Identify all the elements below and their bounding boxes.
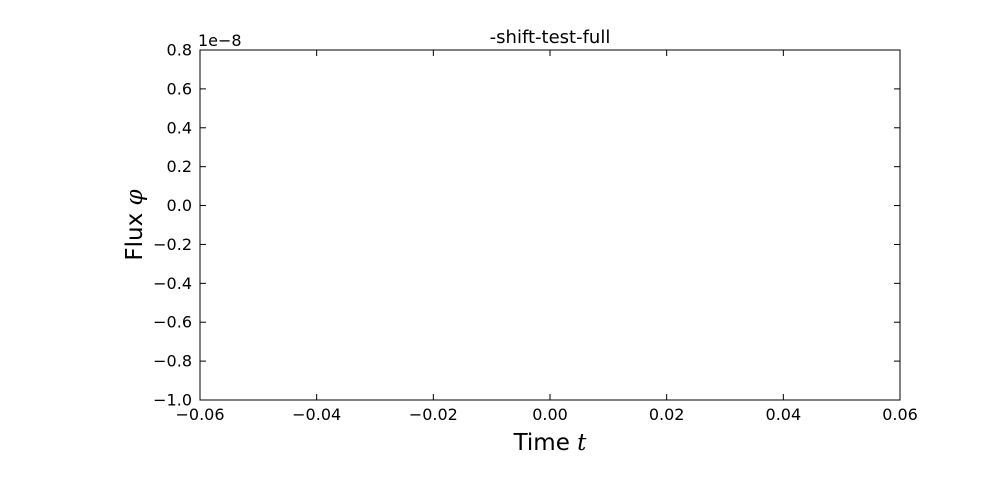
- x-axis-label: Time t: [513, 430, 588, 456]
- y-axis: −1.0 −0.8 −0.6 −0.4 −0.2 0.0 0.2 0.4 0.6 0.8: [153, 41, 900, 410]
- y-tick-label: −0.6: [153, 313, 192, 332]
- y-tick-label: −0.4: [153, 274, 192, 293]
- x-tick-label: −0.06: [175, 405, 224, 424]
- y-offset-label: 1e−8: [198, 31, 242, 50]
- x-axis-label-var: t: [577, 430, 587, 456]
- y-axis-label-text: Flux: [122, 213, 148, 261]
- y-tick-label: 0.8: [167, 41, 192, 60]
- y-axis-label: Flux φ: [122, 188, 148, 260]
- x-tick-label: −0.02: [409, 405, 458, 424]
- y-tick-label: 0.6: [167, 79, 192, 98]
- y-tick-label: −1.0: [153, 391, 192, 410]
- y-tick-label: −0.8: [153, 352, 192, 371]
- x-tick-label: 0.06: [882, 405, 918, 424]
- x-tick-label: 0.00: [532, 405, 568, 424]
- x-axis: −0.06 −0.04 −0.02 0.00 0.02 0.04 0.06: [175, 50, 918, 424]
- plot-area: [199, 49, 901, 401]
- y-axis-label-var: φ: [122, 188, 148, 205]
- chart-title: -shift-test-full: [490, 27, 611, 48]
- x-axis-label-text: Time: [513, 430, 570, 456]
- x-tick-label: −0.04: [292, 405, 341, 424]
- x-tick-label: 0.02: [649, 405, 685, 424]
- y-tick-label: 0.0: [167, 196, 192, 215]
- y-tick-label: 0.4: [167, 118, 192, 137]
- y-tick-label: 0.2: [167, 157, 192, 176]
- y-tick-label: −0.2: [153, 235, 192, 254]
- x-tick-label: 0.04: [766, 405, 802, 424]
